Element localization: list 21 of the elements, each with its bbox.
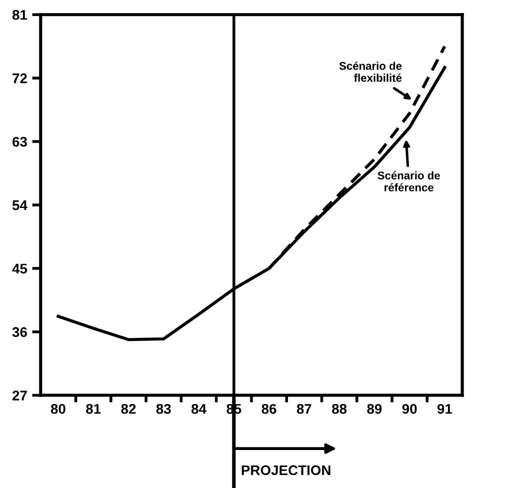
y-tick-label: 72 (12, 73, 27, 84)
x-tick-label: 87 (296, 404, 312, 414)
legend-label: Scénario de référence (378, 171, 440, 192)
y-tick-label: 45 (12, 264, 28, 274)
y-tick-label: 27 (12, 390, 27, 400)
x-tick-label: 84 (191, 404, 206, 414)
y-tick-label: 36 (12, 327, 27, 338)
y-tick-label: 54 (12, 200, 28, 210)
x-tick-label: 86 (262, 404, 276, 414)
y-tick-label: 63 (12, 136, 27, 147)
x-tick-label: 82 (121, 404, 136, 414)
legend-label: PROJECTION (242, 465, 330, 476)
x-tick-label: 81 (86, 404, 101, 414)
x-tick-label: 83 (156, 404, 171, 414)
x-tick-label: 88 (332, 404, 347, 414)
x-tick-label: 89 (367, 404, 382, 414)
x-tick-label: 91 (437, 404, 452, 414)
x-tick-label: 90 (402, 404, 417, 414)
series-label: Scénario de flexibilité (339, 62, 402, 82)
x-tick-label: 80 (50, 404, 66, 414)
y-tick-label: 81 (12, 10, 28, 20)
